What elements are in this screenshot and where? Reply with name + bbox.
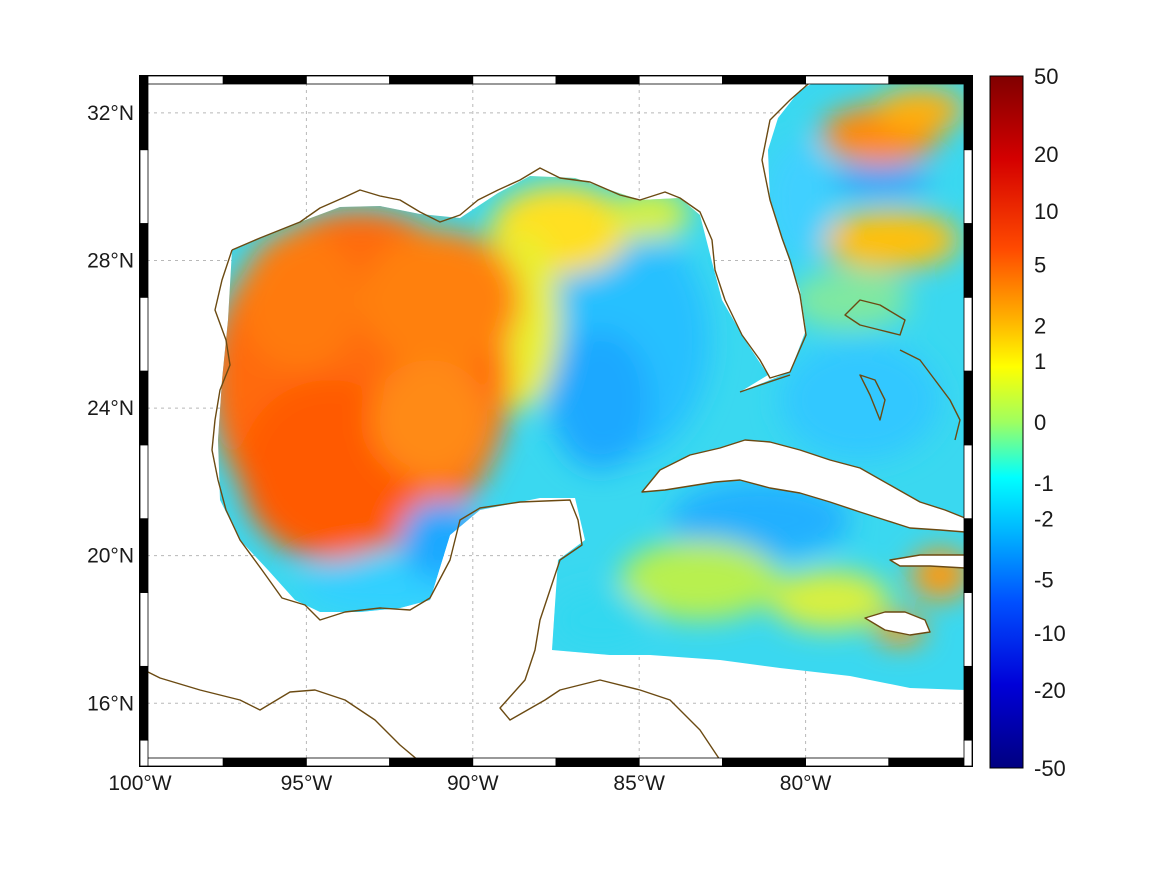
frame-right-seg <box>963 370 973 446</box>
frame-left-seg <box>139 75 149 151</box>
lon-tick-label: 85°W <box>613 772 665 795</box>
frame-right-seg <box>963 444 973 520</box>
frame-left-seg <box>139 518 149 593</box>
colorbar-tick-label: 5 <box>1034 252 1046 277</box>
frame-right-seg <box>963 739 973 767</box>
frame-top-seg <box>888 75 973 85</box>
frame-top-seg <box>222 75 307 85</box>
coastlines <box>139 77 966 767</box>
frame-top-seg <box>305 75 390 85</box>
frame-right-seg <box>963 518 973 593</box>
colorbar-tick-label: -10 <box>1034 621 1066 646</box>
colorbar-tick-label: 2 <box>1034 313 1046 338</box>
colorbar-tick-label: -1 <box>1034 471 1054 496</box>
frame-right-seg <box>963 75 973 151</box>
frame-left-seg <box>139 223 149 298</box>
colorbar-tick-label: -5 <box>1034 568 1054 593</box>
frame-top-seg <box>472 75 557 85</box>
frame-right-seg <box>963 665 973 741</box>
colorbar <box>989 75 1024 769</box>
colorbar-tick-label: 50 <box>1034 64 1058 89</box>
frame-bottom-seg <box>139 757 224 767</box>
frame-left-seg <box>139 370 149 446</box>
frame-top-seg <box>638 75 723 85</box>
frame-right-seg <box>963 223 973 298</box>
frame-left-seg <box>139 296 149 372</box>
lat-tick-label: 28°N <box>87 249 134 272</box>
lat-tick-label: 20°N <box>87 545 134 568</box>
frame-right-seg <box>963 296 973 372</box>
frame-right-seg <box>963 592 973 667</box>
lon-tick-label: 90°W <box>447 772 499 795</box>
map-frame <box>139 75 973 767</box>
lat-tick-label: 16°N <box>87 692 134 715</box>
frame-outline <box>139 75 973 767</box>
lat-tick-label: 24°N <box>87 397 134 420</box>
frame-left-seg <box>139 739 149 767</box>
lat-tick-label: 32°N <box>87 102 134 125</box>
colorbar-tick-label: -2 <box>1034 507 1054 532</box>
colorbar-tick-label: 0 <box>1034 410 1046 435</box>
lon-tick-label: 100°W <box>108 772 171 795</box>
frame-bottom-seg <box>389 757 474 767</box>
frame-left-seg <box>139 665 149 741</box>
frame-bottom-seg <box>888 757 973 767</box>
frame-bottom-seg <box>472 757 557 767</box>
frame-bottom-seg <box>638 757 723 767</box>
frame-left-seg <box>139 592 149 667</box>
frame-left-seg <box>139 444 149 520</box>
data-field <box>218 82 965 690</box>
colorbar-tick-label: 10 <box>1034 199 1058 224</box>
frame-left-seg <box>139 149 149 224</box>
longitude-labels: 100°W 95°W 90°W 85°W 80°W <box>108 772 831 795</box>
frame-top-seg <box>722 75 807 85</box>
colorbar-tick-label: 1 <box>1034 349 1046 374</box>
colorbar-tick-label: -50 <box>1034 756 1066 781</box>
frame-top-seg <box>555 75 640 85</box>
frame-bottom-seg <box>305 757 390 767</box>
lon-tick-label: 80°W <box>780 772 832 795</box>
colorbar-tick-label: 20 <box>1034 142 1058 167</box>
latitude-labels: 32°N 28°N 24°N 20°N 16°N <box>87 102 134 715</box>
frame-bottom-seg <box>722 757 807 767</box>
frame-top-seg <box>805 75 890 85</box>
colorbar-tick-label: -20 <box>1034 678 1066 703</box>
frame-bottom-seg <box>555 757 640 767</box>
lon-tick-label: 95°W <box>281 772 333 795</box>
frame-top-seg <box>389 75 474 85</box>
frame-right-seg <box>963 149 973 224</box>
frame-bottom-seg <box>805 757 890 767</box>
frame-top-seg <box>139 75 224 85</box>
frame-bottom-seg <box>222 757 307 767</box>
